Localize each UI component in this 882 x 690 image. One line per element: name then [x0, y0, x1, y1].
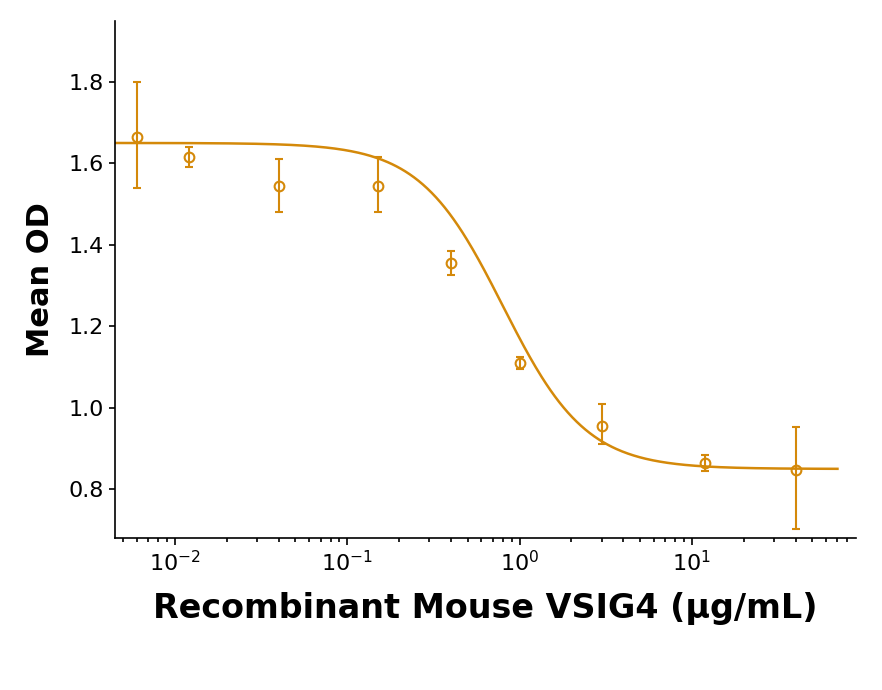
X-axis label: Recombinant Mouse VSIG4 (μg/mL): Recombinant Mouse VSIG4 (μg/mL)	[153, 592, 818, 625]
Y-axis label: Mean OD: Mean OD	[26, 202, 55, 357]
